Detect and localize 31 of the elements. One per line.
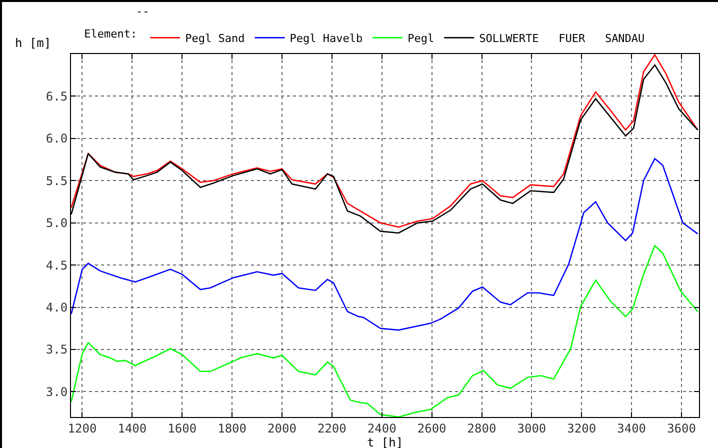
x-tick-label: 1400 [118,421,147,436]
x-tick-label: 3400 [617,421,646,436]
x-axis-title: t [h] [366,435,404,448]
legend-label: SOLLWERTE FUER SANDAU [479,32,645,45]
y-tick-label: 5.5 [46,174,68,188]
legend-title: Element: [84,27,138,40]
x-tick-label: 1600 [168,421,197,436]
chart-subtitle: -- [136,5,150,18]
y-axis-title: h [m] [15,36,52,50]
x-tick-label: 1800 [218,421,247,436]
y-tick-label: 3.0 [46,384,68,399]
x-tick-label: 2400 [367,421,396,436]
y-tick-label: 4.5 [46,258,68,272]
x-tick-label: 1200 [68,421,97,436]
x-tick-label: 3000 [517,421,546,436]
line-series [71,158,698,331]
x-tick-label: 3200 [567,421,596,436]
legend-label: Pegl Havelb [290,32,363,45]
legend-label: Pegl [408,32,434,45]
x-tick-label: 2800 [467,421,496,436]
legend-label: Pegl Sand [185,32,245,45]
y-tick-label: 6.5 [46,89,68,104]
x-tick-label: 3600 [667,421,696,436]
y-tick-label: 4.0 [46,300,68,314]
line-series [71,244,698,417]
y-tick-label: 5.0 [46,216,68,230]
y-tick-label: 3.5 [46,342,68,357]
x-tick-label: 2200 [317,421,346,436]
x-tick-label: 2000 [268,421,296,436]
y-tick-label: 6.0 [46,132,68,146]
x-tick-label: 2600 [417,421,446,436]
